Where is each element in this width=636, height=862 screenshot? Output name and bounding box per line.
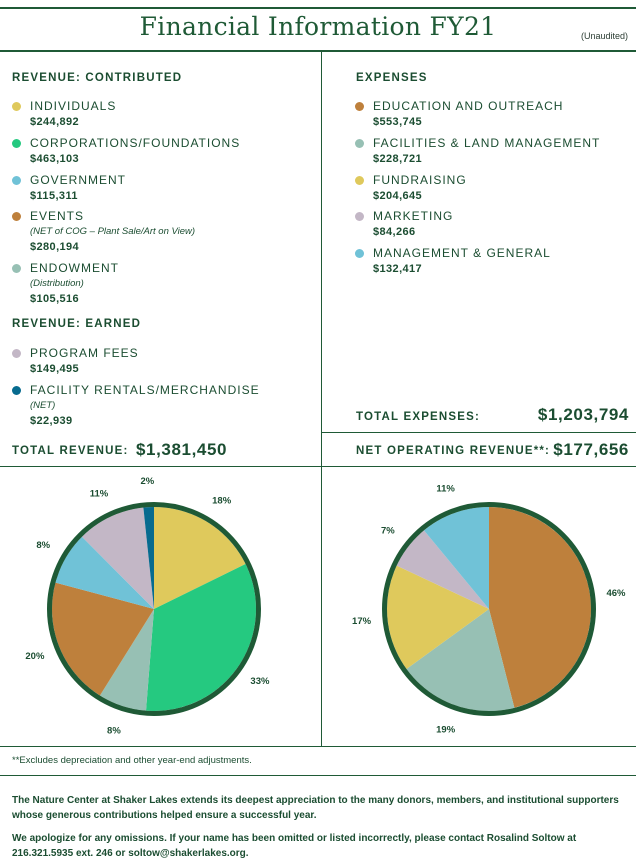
pie-slice-management-general [423, 507, 489, 609]
legend-dot-icon [12, 176, 21, 185]
pie-label: 33% [250, 676, 270, 687]
legend-dot-icon [355, 176, 364, 185]
legend-amount: $22,939 [30, 415, 73, 427]
legend-amount: $228,721 [373, 153, 423, 165]
legend-dot-icon [12, 139, 21, 148]
net-operating-value: $177,656 [553, 440, 629, 459]
legend-label: INDIVIDUALS [30, 99, 117, 113]
pie-ring [382, 502, 596, 716]
pie-slice-facility-rentals-merchandise [143, 507, 154, 609]
revenue-earned-heading: REVENUE: EARNED [12, 318, 142, 330]
legend-dot-icon [355, 212, 364, 221]
pie-slice-government [55, 536, 154, 609]
legend-label: PROGRAM FEES [30, 346, 139, 360]
apology-text: We apologize for any omissions. If your … [12, 833, 577, 859]
pie-label: 18% [212, 495, 232, 506]
legend-label: CORPORATIONS/FOUNDATIONS [30, 136, 241, 150]
footnote: **Excludes depreciation and other year-e… [12, 755, 252, 766]
legend-dot-icon [355, 102, 364, 111]
pie-slice-endowment [99, 609, 154, 711]
legend-amount: $115,311 [30, 190, 78, 202]
legend-label: ENDOWMENT [30, 261, 119, 275]
pie-label: 17% [352, 616, 372, 627]
legend-amount: $553,745 [373, 116, 423, 128]
pie-label: 7% [381, 526, 395, 537]
legend-dot-icon [12, 212, 21, 221]
pie-label: 20% [25, 651, 45, 662]
legend-dot-icon [355, 249, 364, 258]
legend-amount: $204,645 [373, 190, 423, 202]
legend-label: MANAGEMENT & GENERAL [373, 246, 551, 260]
legend-dot-icon [355, 139, 364, 148]
legend-dot-icon [12, 386, 21, 395]
pie-revenue: 18% 33% 8% 20% 8% 11% 2% [25, 476, 270, 736]
legend-amount: $280,194 [30, 241, 80, 253]
legend-label: EDUCATION AND OUTREACH [373, 99, 564, 113]
pie-slice-facilities-land-management [406, 609, 515, 711]
appreciation-text: The Nature Center at Shaker Lakes extend… [12, 795, 619, 821]
legend-dot-icon [12, 102, 21, 111]
page-title: Financial Information FY21 [139, 12, 497, 41]
total-expenses-label: TOTAL EXPENSES: [356, 411, 481, 423]
pie-label: 46% [606, 588, 626, 599]
legend-sublabel: (NET) [30, 400, 56, 411]
legend-sublabel: (NET of COG – Plant Sale/Art on View) [30, 226, 196, 237]
legend-label: FACILITY RENTALS/MERCHANDISE [30, 383, 260, 397]
pie-slice-individuals [154, 507, 246, 609]
revenue-contributed-heading: REVENUE: CONTRIBUTED [12, 72, 183, 84]
pie-label: 8% [36, 540, 50, 551]
pie-label: 11% [90, 488, 109, 499]
pie-slice-education-and-outreach [489, 507, 591, 708]
legend-label: GOVERNMENT [30, 173, 127, 187]
legend-amount: $105,516 [30, 293, 80, 305]
totals-rule [0, 466, 636, 467]
pie-label: 8% [107, 726, 121, 737]
legend-dot-icon [12, 349, 21, 358]
column-divider [321, 52, 322, 746]
pie-ring [47, 502, 261, 716]
expenses-heading: EXPENSES [356, 72, 428, 84]
total-revenue-label: TOTAL REVENUE: [12, 445, 129, 457]
pie-slice-events [51, 582, 154, 696]
legend-label: FUNDRAISING [373, 173, 467, 187]
legend-dot-icon [12, 264, 21, 273]
legend-amount: $463,103 [30, 153, 80, 165]
pie-label: 11% [436, 484, 455, 495]
net-operating-label: NET OPERATING REVENUE**: [356, 445, 551, 457]
unaudited-note: (Unaudited) [580, 31, 628, 41]
total-expenses-value: $1,203,794 [537, 405, 629, 424]
legend-amount: $149,495 [30, 363, 80, 375]
header-rule [0, 50, 636, 52]
pie-charts: 18% 33% 8% 20% 8% 11% 2% 46% 19% 17% 7% 11% [25, 476, 626, 736]
pie-label: 2% [140, 476, 154, 487]
pie-label: 19% [436, 724, 456, 735]
legend-label: FACILITIES & LAND MANAGEMENT [373, 136, 601, 150]
legend-amount: $244,892 [30, 116, 80, 128]
legend-sublabel: (Distribution) [30, 278, 84, 289]
legend-label: MARKETING [373, 209, 454, 223]
charts-bottom-rule [0, 746, 636, 747]
pie-slice-marketing [396, 530, 489, 609]
legend-amount: $84,266 [373, 226, 416, 238]
pie-expenses: 46% 19% 17% 7% 11% [352, 484, 626, 736]
pie-slice-program-fees [81, 507, 154, 609]
top-rule [0, 7, 636, 9]
footnote-rule [0, 775, 636, 776]
total-revenue-value: $1,381,450 [136, 440, 228, 459]
legend-label: EVENTS [30, 209, 85, 223]
pie-slice-fundraising [387, 565, 489, 669]
pie-slice-corporations-foundations [145, 563, 257, 711]
legend-amount: $132,417 [373, 263, 423, 275]
expenses-rule [321, 432, 636, 433]
